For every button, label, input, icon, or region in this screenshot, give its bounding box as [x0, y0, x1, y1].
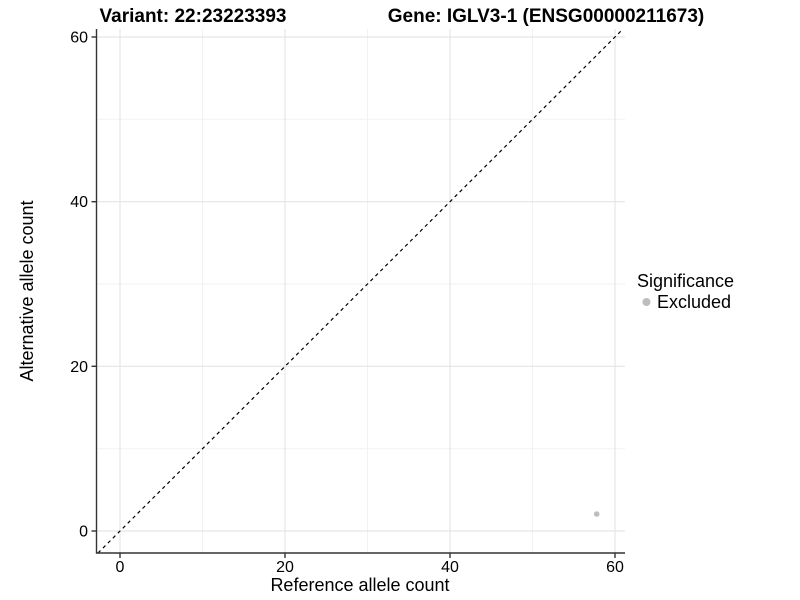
x-tick-label-60: 60	[606, 559, 624, 576]
y-tick-label-60: 60	[70, 30, 88, 47]
legend-key-circle-icon	[642, 298, 651, 306]
legend-item-excluded: Excluded	[657, 292, 731, 312]
y-tick-labels: 0 20 40 60	[70, 30, 88, 541]
data-point-excluded	[593, 511, 600, 517]
x-axis-ticks	[119, 553, 616, 558]
legend: Significance Excluded	[637, 271, 734, 312]
y-tick-label-0: 0	[79, 524, 88, 541]
x-tick-label-40: 40	[441, 559, 459, 576]
y-axis-ticks	[91, 36, 97, 532]
x-axis-title: Reference allele count	[270, 575, 449, 595]
variant-title: Variant: 22:23223393	[100, 6, 287, 27]
minor-gridlines	[96, 29, 625, 553]
y-tick-label-20: 20	[70, 359, 88, 376]
gene-title: Gene: IGLV3-1 (ENSG00000211673)	[388, 6, 704, 27]
major-gridlines	[96, 29, 625, 553]
x-tick-labels: 0 20 40 60	[116, 559, 624, 576]
y-axis-title: Alternative allele count	[17, 200, 37, 381]
identity-reference-line	[97, 28, 624, 554]
legend-title: Significance	[637, 271, 734, 291]
x-tick-label-0: 0	[116, 559, 125, 576]
y-tick-label-40: 40	[70, 194, 88, 211]
x-tick-label-20: 20	[276, 559, 294, 576]
